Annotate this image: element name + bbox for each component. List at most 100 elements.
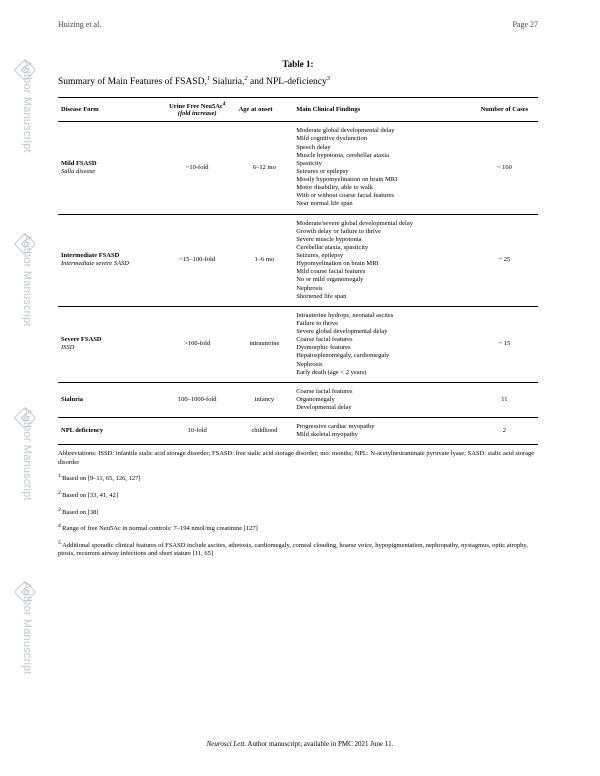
table-row: Intermediate FSASDIntermediate severe SA…	[58, 214, 538, 306]
page-footer: Neurosci Lett. Author manuscript; availa…	[0, 740, 600, 748]
finding-item: Failure to thrive	[296, 320, 468, 328]
finding-item: Seizures or epilepsy	[296, 168, 468, 176]
watermark-text: Author Manuscript	[21, 582, 33, 675]
summary-text: Summary of Main Features of FSASD,	[58, 77, 207, 87]
finding-item: Early death (age < 2 years)	[296, 369, 468, 377]
header-page: Page 27	[512, 20, 538, 29]
finding-item: Severe muscle hypotonia	[296, 236, 468, 244]
finding-item: With or without coarse facial features	[296, 192, 468, 200]
table-row: Mild FSASDSalla disease~10-fold6–12 moMo…	[58, 122, 538, 214]
finding-item: Moderate/severe global developmental del…	[296, 220, 468, 228]
summary-text: Sialuria,	[210, 77, 244, 87]
watermark-logo-icon	[13, 582, 37, 606]
table-label: Table 1:	[58, 59, 538, 69]
col-findings: Main Clinical Findings	[293, 98, 471, 122]
finding-item: Coarse facial features	[296, 336, 468, 344]
finding-item: Nephrosis	[296, 361, 468, 369]
cell-disease: Intermediate FSASDIntermediate severe SA…	[58, 214, 159, 306]
disease-main: NPL deficiency	[61, 427, 156, 435]
summary-text: and NPL-deficiency	[248, 77, 327, 87]
footer-journal: Neurosci Lett.	[207, 740, 246, 748]
finding-item: Mild cognitive dysfunction	[296, 135, 468, 143]
cell-age: intrauterine	[236, 306, 294, 382]
finding-item: Mild coarse facial features	[296, 268, 468, 276]
author-manuscript-watermark: Author Manuscript	[13, 60, 41, 184]
features-table: Disease Form Urine Free Neu5Ac4 (fold in…	[58, 97, 538, 445]
disease-main: Sialuria	[61, 396, 156, 404]
col-urine: Urine Free Neu5Ac4 (fold increase)	[159, 98, 236, 122]
disease-sub: Salla disease	[61, 168, 156, 176]
finding-item: Growth delay or failure to thrive	[296, 228, 468, 236]
table-row: Sialuria100–1000-foldinfancyCoarse facia…	[58, 382, 538, 417]
finding-item: Moderate global developmental delay	[296, 127, 468, 135]
watermark-logo-icon	[13, 60, 37, 84]
footnotes: 1.Based on [9–11, 65, 126, 127] 2.Based o…	[58, 473, 538, 558]
table-row: NPL deficiency10-foldchildhoodProgressiv…	[58, 418, 538, 445]
cell-disease: Mild FSASDSalla disease	[58, 122, 159, 214]
cell-cases: ~ 25	[471, 214, 538, 306]
cell-cases: ~ 15	[471, 306, 538, 382]
cell-findings: Coarse facial featuresOrganomegalyDevelo…	[293, 382, 471, 417]
col-disease: Disease Form	[58, 98, 159, 122]
footnote-text: Based on [38]	[62, 509, 98, 516]
cell-urine: 10-fold	[159, 418, 236, 445]
disease-main: Mild FSASD	[61, 160, 156, 168]
footnote: 1.Based on [9–11, 65, 126, 127]	[58, 473, 538, 484]
running-header: Huizing et al. Page 27	[58, 20, 538, 29]
finding-item: Severe global developmental delay	[296, 328, 468, 336]
footnote: 3.Based on [38]	[58, 507, 538, 518]
watermark-text: Author Manuscript	[21, 234, 33, 327]
footnote-text: Based on [33, 41, 42]	[62, 492, 118, 499]
author-manuscript-watermark: Author Manuscript	[13, 234, 41, 358]
disease-main: Severe FSASD	[61, 336, 156, 344]
cell-disease: Severe FSASDISSD	[58, 306, 159, 382]
footnote-text: Based on [9–11, 65, 126, 127]	[62, 475, 140, 482]
author-manuscript-watermark: Author Manuscript	[13, 408, 41, 532]
cell-urine: ~10-fold	[159, 122, 236, 214]
watermark-logo-icon	[13, 234, 37, 258]
finding-item: Dysmorphic features	[296, 344, 468, 352]
finding-item: Near normal life span	[296, 200, 468, 208]
cell-cases: 11	[471, 382, 538, 417]
cell-disease: NPL deficiency	[58, 418, 159, 445]
finding-item: Hypomyelination on brain MRI	[296, 260, 468, 268]
finding-item: Muscle hypotonia, cerebellar ataxia	[296, 152, 468, 160]
cell-disease: Sialuria	[58, 382, 159, 417]
cell-age: childhood	[236, 418, 294, 445]
finding-item: Organomegaly	[296, 396, 468, 404]
footnote: 4.Range of free Neu5Ac in normal control…	[58, 523, 538, 534]
cell-urine: >100-fold	[159, 306, 236, 382]
page-content: Huizing et al. Page 27 Table 1: Summary …	[58, 20, 538, 559]
finding-item: Progressive cardiac myopathy	[296, 423, 468, 431]
cell-findings: Intrauterine hydrops, neonatal ascitesFa…	[293, 306, 471, 382]
finding-item: Speech delay	[296, 144, 468, 152]
abbreviations: Abbreviations: ISSD: infantile sialic ac…	[58, 450, 538, 467]
finding-item: Coarse facial features	[296, 388, 468, 396]
footnote-text: Additional sporadic clinical features of…	[58, 542, 528, 557]
disease-sub: ISSD	[61, 344, 156, 352]
finding-item: Spasticity	[296, 160, 468, 168]
col-age: Age at onset	[236, 98, 294, 122]
table-header-row: Disease Form Urine Free Neu5Ac4 (fold in…	[58, 98, 538, 122]
cell-urine: ~15–100-fold	[159, 214, 236, 306]
disease-main: Intermediate FSASD	[61, 252, 156, 260]
finding-item: Nephrosis	[296, 285, 468, 293]
finding-item: Developmental delay	[296, 404, 468, 412]
cell-findings: Progressive cardiac myopathyMild skeleta…	[293, 418, 471, 445]
finding-item: Hepatosplenomegaly, cardiomegaly	[296, 352, 468, 360]
cell-findings: Moderate global developmental delayMild …	[293, 122, 471, 214]
header-author: Huizing et al.	[58, 20, 101, 29]
footnote-text: Range of free Neu5Ac in normal controls:…	[62, 525, 258, 532]
watermark-text: Author Manuscript	[21, 408, 33, 501]
col-urine-label: Urine Free Neu5Ac	[169, 103, 223, 110]
finding-item: Shortened life span	[296, 293, 468, 301]
cell-age: 1–6 mo	[236, 214, 294, 306]
table-row: Severe FSASDISSD>100-foldintrauterineInt…	[58, 306, 538, 382]
footnote: 2.Based on [33, 41, 42]	[58, 490, 538, 501]
finding-item: Motor disability, able to walk	[296, 184, 468, 192]
footer-rest: Author manuscript; available in PMC 2021…	[246, 740, 393, 748]
finding-item: Seizures, epilepsy	[296, 252, 468, 260]
disease-sub: Intermediate severe SASD	[61, 260, 156, 268]
cell-cases: 2	[471, 418, 538, 445]
finding-item: Intrauterine hydrops, neonatal ascites	[296, 312, 468, 320]
